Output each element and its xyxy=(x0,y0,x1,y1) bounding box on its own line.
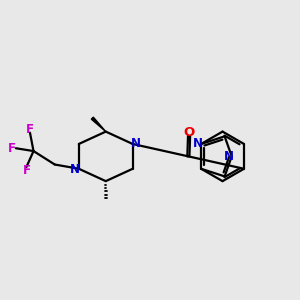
Text: F: F xyxy=(26,123,34,136)
Text: N: N xyxy=(70,163,80,176)
Text: F: F xyxy=(8,142,16,155)
Polygon shape xyxy=(91,117,106,132)
Text: O: O xyxy=(183,126,195,139)
Text: N: N xyxy=(193,137,203,150)
Text: F: F xyxy=(22,164,30,177)
Text: N: N xyxy=(131,137,141,150)
Text: N: N xyxy=(224,149,233,163)
